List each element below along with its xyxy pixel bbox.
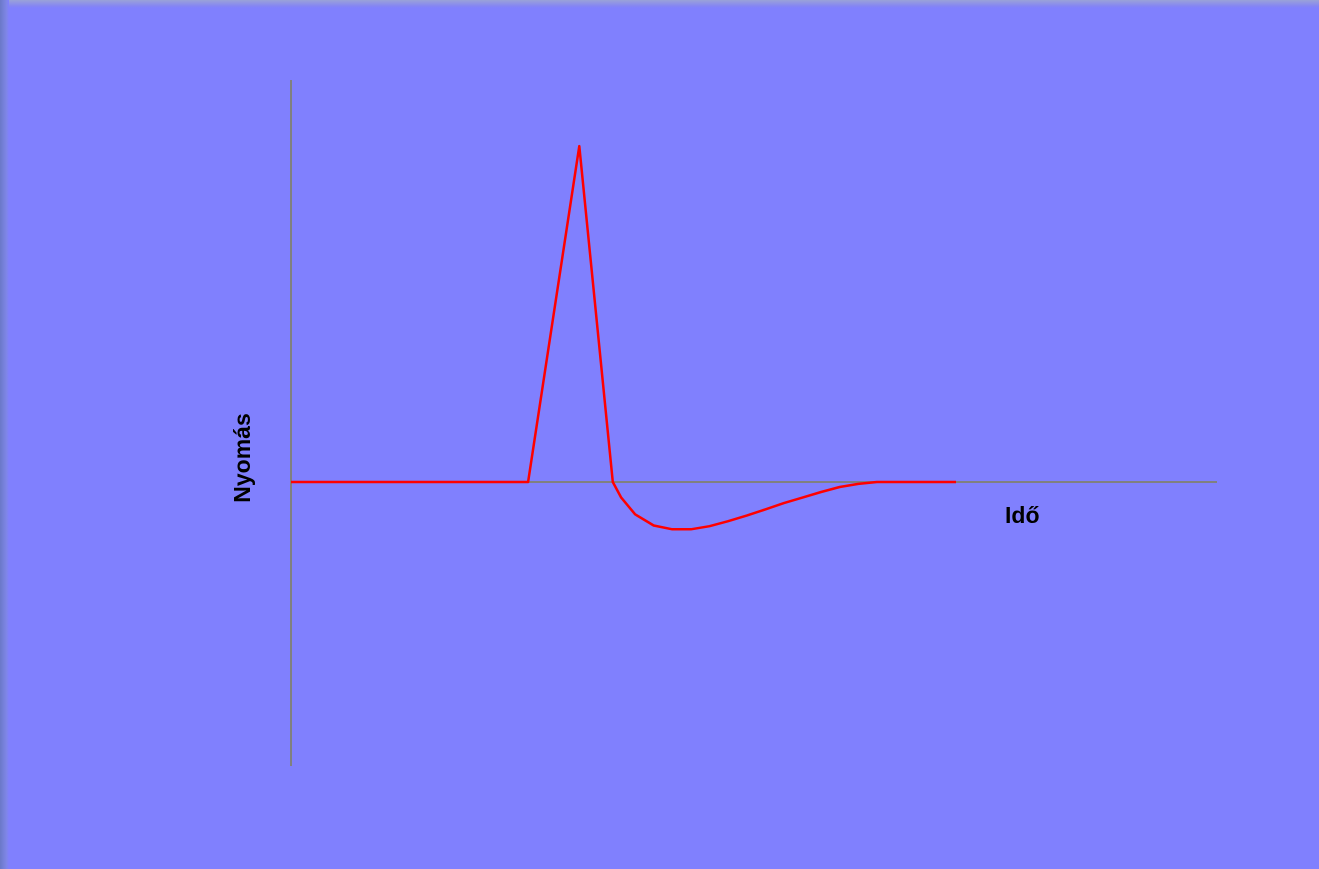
x-axis-title: Idő [1005,502,1040,528]
slide-top-border [0,0,1319,8]
slide-left-border [0,0,9,869]
pressure-series-line [291,144,956,531]
y-axis-title: Nyomás [229,413,255,502]
